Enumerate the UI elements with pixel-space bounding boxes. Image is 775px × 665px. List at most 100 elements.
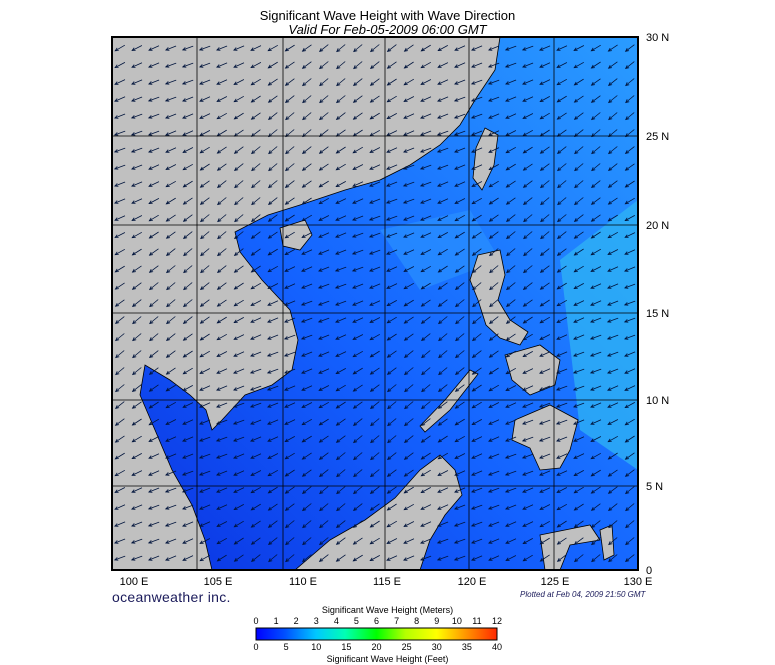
wave-arrow bbox=[216, 368, 228, 374]
wave-arrow-head bbox=[250, 438, 255, 442]
mindanao-island bbox=[511, 404, 579, 471]
wave-arrow-head bbox=[522, 489, 527, 493]
wave-arrow-head bbox=[284, 421, 289, 425]
wave-arrow-head bbox=[181, 472, 187, 476]
wave-arrow bbox=[131, 113, 143, 119]
wave-arrow bbox=[472, 282, 482, 290]
wave-arrow bbox=[200, 163, 210, 171]
wave-arrow bbox=[149, 248, 159, 256]
colorbar-feet-tick: 30 bbox=[431, 642, 442, 652]
wave-arrow bbox=[114, 113, 126, 119]
wave-arrow-head bbox=[216, 370, 221, 374]
wave-arrow bbox=[437, 538, 449, 544]
wave-arrow bbox=[148, 418, 160, 426]
wave-arrow-head bbox=[471, 269, 477, 273]
wave-arrow-head bbox=[267, 251, 272, 256]
wave-arrow-head bbox=[319, 82, 324, 87]
wave-arrow-head bbox=[318, 48, 324, 52]
wave-arrow-head bbox=[369, 557, 374, 562]
wave-arrow bbox=[370, 112, 380, 120]
wave-arrow-head bbox=[608, 116, 613, 121]
wave-arrow bbox=[489, 197, 499, 205]
colorbar-meter-tick: 4 bbox=[333, 616, 339, 626]
wave-arrow bbox=[591, 44, 601, 52]
wave-arrow bbox=[250, 402, 262, 408]
wave-arrow bbox=[608, 503, 618, 511]
wave-arrow-head bbox=[284, 524, 290, 529]
wave-arrow bbox=[132, 453, 142, 459]
wave-arrow-head bbox=[233, 506, 238, 511]
wave-arrow bbox=[200, 282, 210, 290]
wave-arrow bbox=[251, 520, 261, 528]
wave-arrow bbox=[557, 197, 567, 205]
wave-arrow-head bbox=[556, 540, 561, 545]
plotted-timestamp: Plotted at Feb 04, 2009 21:50 GMT bbox=[520, 590, 646, 599]
wave-arrow-head bbox=[453, 98, 459, 102]
wave-arrow-head bbox=[268, 150, 273, 155]
wave-arrow bbox=[438, 45, 448, 51]
wave-arrow-head bbox=[386, 540, 391, 544]
wave-arrow bbox=[489, 231, 499, 239]
wave-arrow-head bbox=[625, 116, 630, 121]
wave-arrow bbox=[471, 164, 483, 170]
wave-arrow bbox=[268, 231, 278, 239]
wave-arrow-head bbox=[386, 81, 391, 86]
wave-arrow-head bbox=[556, 455, 561, 459]
wave-arrow-head bbox=[488, 47, 493, 51]
wave-arrow bbox=[455, 299, 465, 307]
wave-arrow-head bbox=[284, 370, 289, 374]
wave-arrow bbox=[199, 487, 211, 493]
wave-arrow bbox=[166, 231, 176, 239]
wave-arrow bbox=[574, 520, 584, 528]
wave-arrow bbox=[556, 334, 568, 340]
wave-arrow bbox=[250, 419, 262, 425]
wave-arrow bbox=[166, 299, 176, 307]
wave-arrow bbox=[353, 452, 363, 460]
wave-arrow bbox=[608, 554, 618, 562]
wave-arrow-head bbox=[454, 404, 459, 409]
wave-arrow bbox=[488, 521, 500, 527]
wave-arrow bbox=[132, 248, 142, 256]
wave-arrow bbox=[387, 78, 397, 86]
wave-arrow bbox=[523, 214, 533, 222]
wave-arrow-head bbox=[420, 200, 425, 204]
wave-arrow-head bbox=[182, 166, 187, 171]
wave-arrow bbox=[319, 401, 329, 409]
wave-arrow bbox=[471, 470, 483, 476]
wave-arrow-head bbox=[386, 302, 391, 307]
wave-arrow-head bbox=[250, 251, 255, 256]
wave-arrow bbox=[353, 435, 363, 443]
wave-arrow bbox=[250, 300, 262, 306]
wave-arrow bbox=[590, 351, 602, 357]
wave-arrow-head bbox=[471, 557, 476, 561]
wave-arrow-head bbox=[403, 489, 408, 494]
wave-arrow bbox=[353, 554, 363, 562]
wave-arrow-head bbox=[454, 251, 459, 256]
wave-arrow bbox=[573, 45, 585, 51]
wave-arrow-head bbox=[539, 455, 544, 459]
wave-arrow bbox=[165, 113, 177, 119]
chart-subtitle: Valid For Feb-05-2009 06:00 GMT bbox=[288, 22, 487, 37]
wave-arrow-head bbox=[352, 370, 357, 375]
wave-arrow-head bbox=[131, 404, 137, 409]
wave-arrow-head bbox=[267, 81, 272, 86]
wave-arrow bbox=[234, 504, 244, 510]
wave-arrow-head bbox=[437, 455, 442, 460]
wave-arrow bbox=[607, 368, 619, 374]
wave-arrow-head bbox=[114, 200, 119, 204]
wave-arrow bbox=[607, 249, 619, 255]
wave-arrow bbox=[540, 299, 550, 307]
wave-arrow bbox=[506, 265, 516, 273]
wave-arrow bbox=[608, 486, 618, 494]
wave-arrow-head bbox=[335, 404, 340, 409]
wave-arrow-head bbox=[624, 387, 629, 391]
wave-arrow bbox=[335, 215, 347, 221]
wave-arrow-head bbox=[608, 558, 613, 563]
wave-arrow bbox=[438, 232, 448, 238]
wave-arrow bbox=[166, 248, 176, 256]
wave-arrow-head bbox=[148, 421, 153, 426]
wave-arrow bbox=[131, 487, 143, 493]
wave-arrow bbox=[625, 78, 635, 86]
wave-arrow-head bbox=[624, 404, 629, 409]
wave-arrow-head bbox=[437, 183, 442, 187]
